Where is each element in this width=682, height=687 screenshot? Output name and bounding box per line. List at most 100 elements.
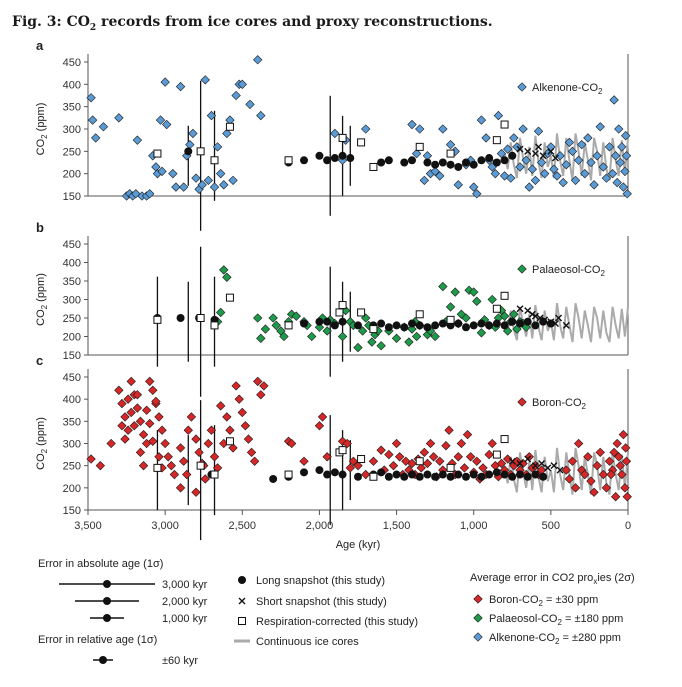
boron-point xyxy=(175,483,186,493)
alkenone-point xyxy=(490,168,500,179)
boron-point xyxy=(416,463,426,473)
respiration-point xyxy=(196,314,205,322)
long-snapshot-point xyxy=(492,468,501,477)
long-snapshot-point xyxy=(323,470,332,479)
alkenone-point xyxy=(225,115,235,125)
palaeosol-point xyxy=(353,342,363,353)
boron-point xyxy=(617,469,627,480)
short-snapshot-point xyxy=(531,150,539,158)
alkenone-point xyxy=(614,124,624,134)
long-snapshot-point xyxy=(485,154,494,163)
long-snapshot-point xyxy=(392,321,401,330)
long-snapshot-point xyxy=(423,470,432,479)
long-snapshot-point xyxy=(400,323,409,332)
y-tick-label: 200 xyxy=(63,169,81,181)
boron-point xyxy=(148,385,158,395)
alkenone-point xyxy=(206,110,217,121)
boron-point xyxy=(620,483,630,493)
alkenone-point xyxy=(620,166,630,177)
respiration-point xyxy=(492,304,501,313)
boron-point xyxy=(186,412,197,422)
respiration-point xyxy=(500,435,509,444)
boron-point xyxy=(151,396,161,407)
long-snapshot-point xyxy=(330,154,339,163)
long-snapshot-point xyxy=(415,321,424,330)
long-snapshot-point xyxy=(300,319,308,328)
long-snapshot-point xyxy=(176,314,185,322)
long-snapshot-point xyxy=(323,317,332,326)
alkenone-point xyxy=(472,189,482,199)
panel-legend-label: Boron-CO2 xyxy=(532,397,587,411)
boron-point xyxy=(384,449,394,460)
long-snapshot-point xyxy=(508,317,517,326)
boron-point xyxy=(206,425,217,435)
long-snapshot-point xyxy=(469,160,478,169)
y-tick-label: 150 xyxy=(63,350,81,362)
long-snapshot-point xyxy=(300,468,308,477)
alkenone-point xyxy=(618,182,629,192)
short-snapshot-point xyxy=(516,459,524,467)
long-snapshot-point xyxy=(492,319,501,328)
boron-point xyxy=(138,429,149,440)
respiration-point xyxy=(415,457,424,466)
boron-point xyxy=(203,438,214,449)
alkenone-point xyxy=(86,93,96,103)
boron-point xyxy=(234,394,244,404)
boron-point xyxy=(484,449,494,460)
alkenone-point xyxy=(361,124,371,134)
boron-point xyxy=(169,469,180,480)
respiration-point xyxy=(338,133,347,142)
respiration-point xyxy=(446,149,455,158)
palaeosol-point xyxy=(499,311,510,321)
boron-point xyxy=(536,465,547,475)
alkenone-point xyxy=(435,171,445,181)
long-snapshot-point xyxy=(431,160,440,169)
alkenone-point xyxy=(502,144,513,154)
y-tick-label: 150 xyxy=(63,505,81,517)
alkenone-point xyxy=(601,173,612,183)
boron-point xyxy=(487,438,497,449)
boron-point xyxy=(583,452,593,462)
respiration-point xyxy=(196,147,205,156)
rel-error-header: Error in relative age (1σ) xyxy=(38,634,157,646)
legend-alkenone-marker xyxy=(473,632,483,642)
alkenone-point xyxy=(228,175,238,186)
respiration-point xyxy=(369,162,378,171)
boron-point xyxy=(126,407,136,418)
panel-legend-marker xyxy=(517,264,527,274)
long-snapshot-point xyxy=(338,470,347,479)
respiration-point xyxy=(210,156,219,165)
palaeosol-point xyxy=(219,265,229,275)
alkenone-point xyxy=(175,81,186,92)
alkenone-point xyxy=(610,151,621,161)
y-tick-label: 300 xyxy=(63,439,81,451)
palaeosol-point xyxy=(279,331,289,342)
alkenone-point xyxy=(536,157,547,168)
palaeosol-point xyxy=(450,287,460,297)
respiration-point xyxy=(357,308,366,317)
boron-point xyxy=(388,460,399,471)
boron-point xyxy=(419,447,430,458)
y-tick-label: 250 xyxy=(63,461,81,473)
abs-error-label: 3,000 kyr xyxy=(162,579,208,591)
boron-point xyxy=(231,381,241,391)
boron-point xyxy=(157,425,167,435)
panel-legend-marker xyxy=(517,82,527,92)
x-tick-label: 2,500 xyxy=(229,520,257,532)
alkenone-point xyxy=(509,133,519,143)
panel-a: a 150 200 250 300 350 400 450 CO2 (ppm) Alkenone-… xyxy=(35,38,632,231)
respiration-point xyxy=(153,463,162,472)
palaeosol-point xyxy=(367,337,377,347)
short-snapshot-point xyxy=(555,314,563,322)
short-snapshot-point xyxy=(539,152,547,160)
respiration-point xyxy=(500,120,509,129)
long-snapshot-point xyxy=(516,470,524,479)
long-snapshot-point xyxy=(469,321,478,330)
y-tick-label: 350 xyxy=(63,102,81,114)
alkenone-point xyxy=(145,189,155,199)
palaeosol-point xyxy=(404,337,414,347)
respiration-point xyxy=(446,463,455,472)
boron-point xyxy=(368,456,379,466)
long-snapshot-point xyxy=(477,156,486,165)
abs-error-dot xyxy=(103,580,111,588)
